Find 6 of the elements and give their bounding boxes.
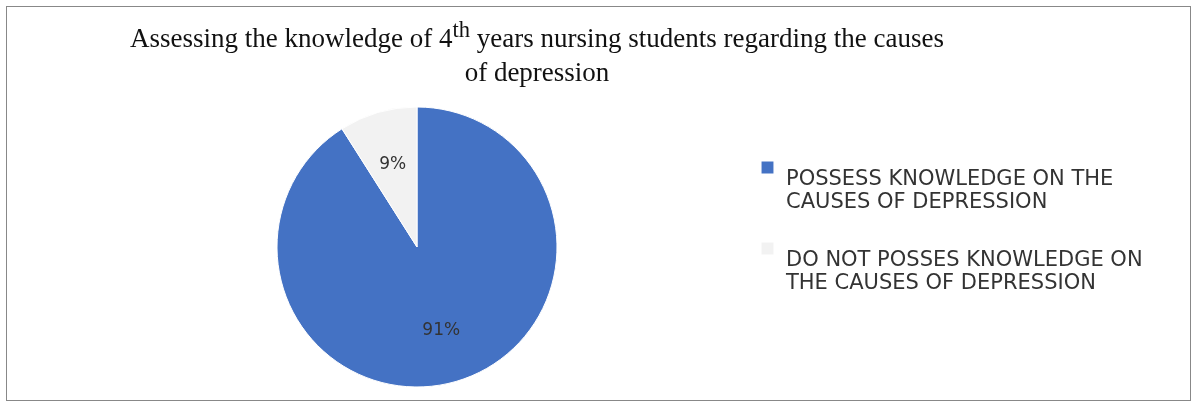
legend-label: DO NOT POSSES KNOWLEDGE ON THE CAUSES OF DEPRESSION: [785, 246, 1143, 294]
data-label: 9%: [379, 152, 407, 173]
legend-label: POSSESS KNOWLEDGE ON THE CAUSES OF DEPRESSION: [786, 165, 1114, 213]
pie-slice: [276, 106, 558, 388]
chart-title: Assessing the knowledge of 4$^{th}$ years nursing students regarding the causes of depression: [129, 16, 945, 89]
data-label: 91%: [422, 319, 461, 340]
